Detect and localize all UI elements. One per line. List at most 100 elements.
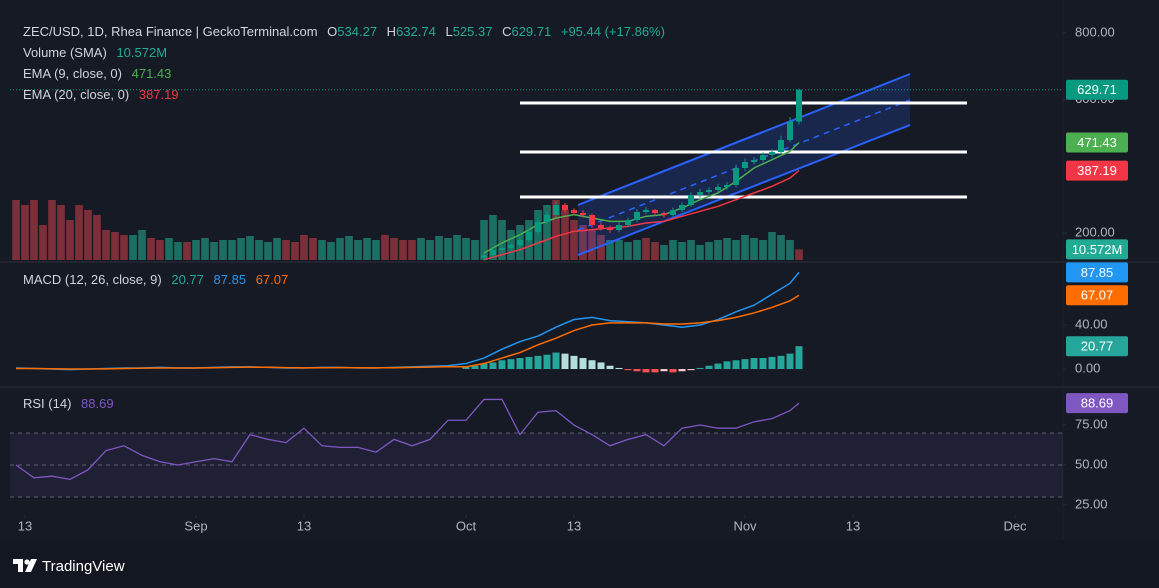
channel-bottom bbox=[577, 124, 911, 256]
indicator-value: 20.77 bbox=[171, 272, 204, 287]
price-label-box bbox=[1066, 285, 1128, 306]
indicator-value: 10.572M bbox=[116, 45, 167, 60]
volume-bar bbox=[156, 240, 164, 260]
volume-bar bbox=[768, 232, 776, 260]
candle-body bbox=[778, 140, 785, 152]
volume-bar bbox=[705, 242, 713, 260]
series-layer bbox=[10, 88, 1063, 481]
indicator-name: RSI (14) bbox=[23, 396, 71, 411]
y-tick-label: 200.00 bbox=[1075, 224, 1115, 239]
x-tick-label: 13 bbox=[567, 518, 581, 533]
volume-bar bbox=[453, 235, 461, 260]
volume-bar bbox=[597, 235, 605, 260]
candle-body bbox=[688, 195, 695, 205]
price-label: 20.77 bbox=[1081, 339, 1114, 354]
indicator-name: EMA (20, close, 0) bbox=[23, 87, 129, 102]
volume-bar bbox=[93, 215, 101, 260]
indicator-value: 88.69 bbox=[81, 396, 114, 411]
macd-histogram-bar bbox=[579, 358, 587, 370]
macd-histogram-bar bbox=[642, 369, 650, 373]
volume-bar bbox=[660, 245, 668, 260]
candle-body bbox=[625, 220, 632, 225]
price-label: 629.71 bbox=[1077, 82, 1117, 97]
volume-bar bbox=[759, 240, 767, 260]
macd-histogram-bar bbox=[498, 360, 506, 370]
volume-bar bbox=[237, 238, 245, 260]
volume-bar bbox=[750, 238, 758, 260]
price-label-box bbox=[1066, 160, 1128, 181]
volume-bar bbox=[174, 242, 182, 260]
candle-body bbox=[634, 212, 641, 220]
axis-layer: 800.00600.00200.00629.71471.43387.1910.5… bbox=[18, 24, 1128, 533]
volume-bar bbox=[354, 240, 362, 260]
macd-histogram-bar bbox=[777, 355, 785, 370]
volume-bar bbox=[777, 235, 785, 260]
legend-ema9: EMA (9, close, 0) 471.43 bbox=[23, 66, 171, 81]
indicator-name: MACD (12, 26, close, 9) bbox=[23, 272, 162, 287]
macd-histogram-bar bbox=[714, 363, 722, 370]
volume-bar bbox=[327, 242, 335, 260]
macd-histogram-bar bbox=[615, 367, 623, 370]
tradingview-logo: TradingView bbox=[13, 558, 125, 575]
candle-body bbox=[544, 215, 551, 222]
volume-bar bbox=[102, 230, 110, 260]
volume-bar bbox=[336, 238, 344, 260]
volume-bar bbox=[408, 240, 416, 260]
volume-bar bbox=[138, 230, 146, 260]
candle-body bbox=[661, 213, 668, 215]
indicator-value: 387.19 bbox=[139, 87, 179, 102]
volume-bar bbox=[300, 235, 308, 260]
price-label: 87.85 bbox=[1081, 265, 1114, 280]
macd-histogram-bar bbox=[651, 369, 659, 373]
candle-body bbox=[724, 185, 731, 187]
macd-histogram-bar bbox=[462, 366, 470, 370]
macd-histogram-bar bbox=[732, 360, 740, 370]
volume-bar bbox=[462, 238, 470, 260]
ohlc-letter: H bbox=[387, 24, 396, 39]
volume-bar bbox=[714, 240, 722, 260]
indicator-value: 67.07 bbox=[256, 272, 289, 287]
ema-line bbox=[483, 170, 800, 261]
volume-bar bbox=[219, 240, 227, 260]
x-tick-label: Dec bbox=[1003, 518, 1027, 533]
volume-bar bbox=[165, 238, 173, 260]
macd-histogram-bar bbox=[480, 363, 488, 370]
indicator-value: 87.85 bbox=[214, 272, 247, 287]
volume-bar bbox=[228, 240, 236, 260]
x-tick-label: Nov bbox=[733, 518, 757, 533]
x-tick-label: Sep bbox=[184, 518, 207, 533]
price-label: 387.19 bbox=[1077, 163, 1117, 178]
macd-histogram-bar bbox=[534, 355, 542, 370]
volume-bar bbox=[570, 220, 578, 260]
macd-histogram-bar bbox=[552, 352, 560, 370]
candle-body bbox=[607, 228, 614, 230]
x-tick-label: 13 bbox=[297, 518, 311, 533]
price-label-box bbox=[1066, 262, 1128, 283]
candle-body bbox=[652, 210, 659, 213]
price-label: 10.572M bbox=[1072, 242, 1123, 257]
volume-bar bbox=[66, 220, 74, 260]
macd-histogram-bar bbox=[471, 365, 479, 370]
macd-histogram-bar bbox=[723, 361, 731, 370]
macd-histogram-bar bbox=[795, 346, 803, 370]
candle-body bbox=[616, 225, 623, 230]
volume-bar bbox=[291, 242, 299, 260]
macd-histogram-bar bbox=[516, 358, 524, 370]
volume-bar bbox=[633, 240, 641, 260]
volume-bar bbox=[39, 225, 47, 260]
macd-histogram-bar bbox=[768, 356, 776, 370]
macd-histogram-bar bbox=[696, 367, 704, 370]
volume-bar bbox=[48, 200, 56, 260]
candle-body bbox=[517, 240, 524, 245]
volume-bar bbox=[723, 238, 731, 260]
volume-bar bbox=[732, 240, 740, 260]
candle-body bbox=[796, 89, 803, 122]
volume-bar bbox=[390, 238, 398, 260]
ohlc-value: 629.71 bbox=[511, 24, 551, 39]
y-tick-label: 800.00 bbox=[1075, 24, 1115, 39]
volume-bar bbox=[498, 220, 506, 260]
channel-top bbox=[577, 73, 911, 206]
volume-bar bbox=[363, 238, 371, 260]
legend-rsi: RSI (14) 88.69 bbox=[23, 396, 114, 411]
candle-body bbox=[589, 215, 596, 225]
